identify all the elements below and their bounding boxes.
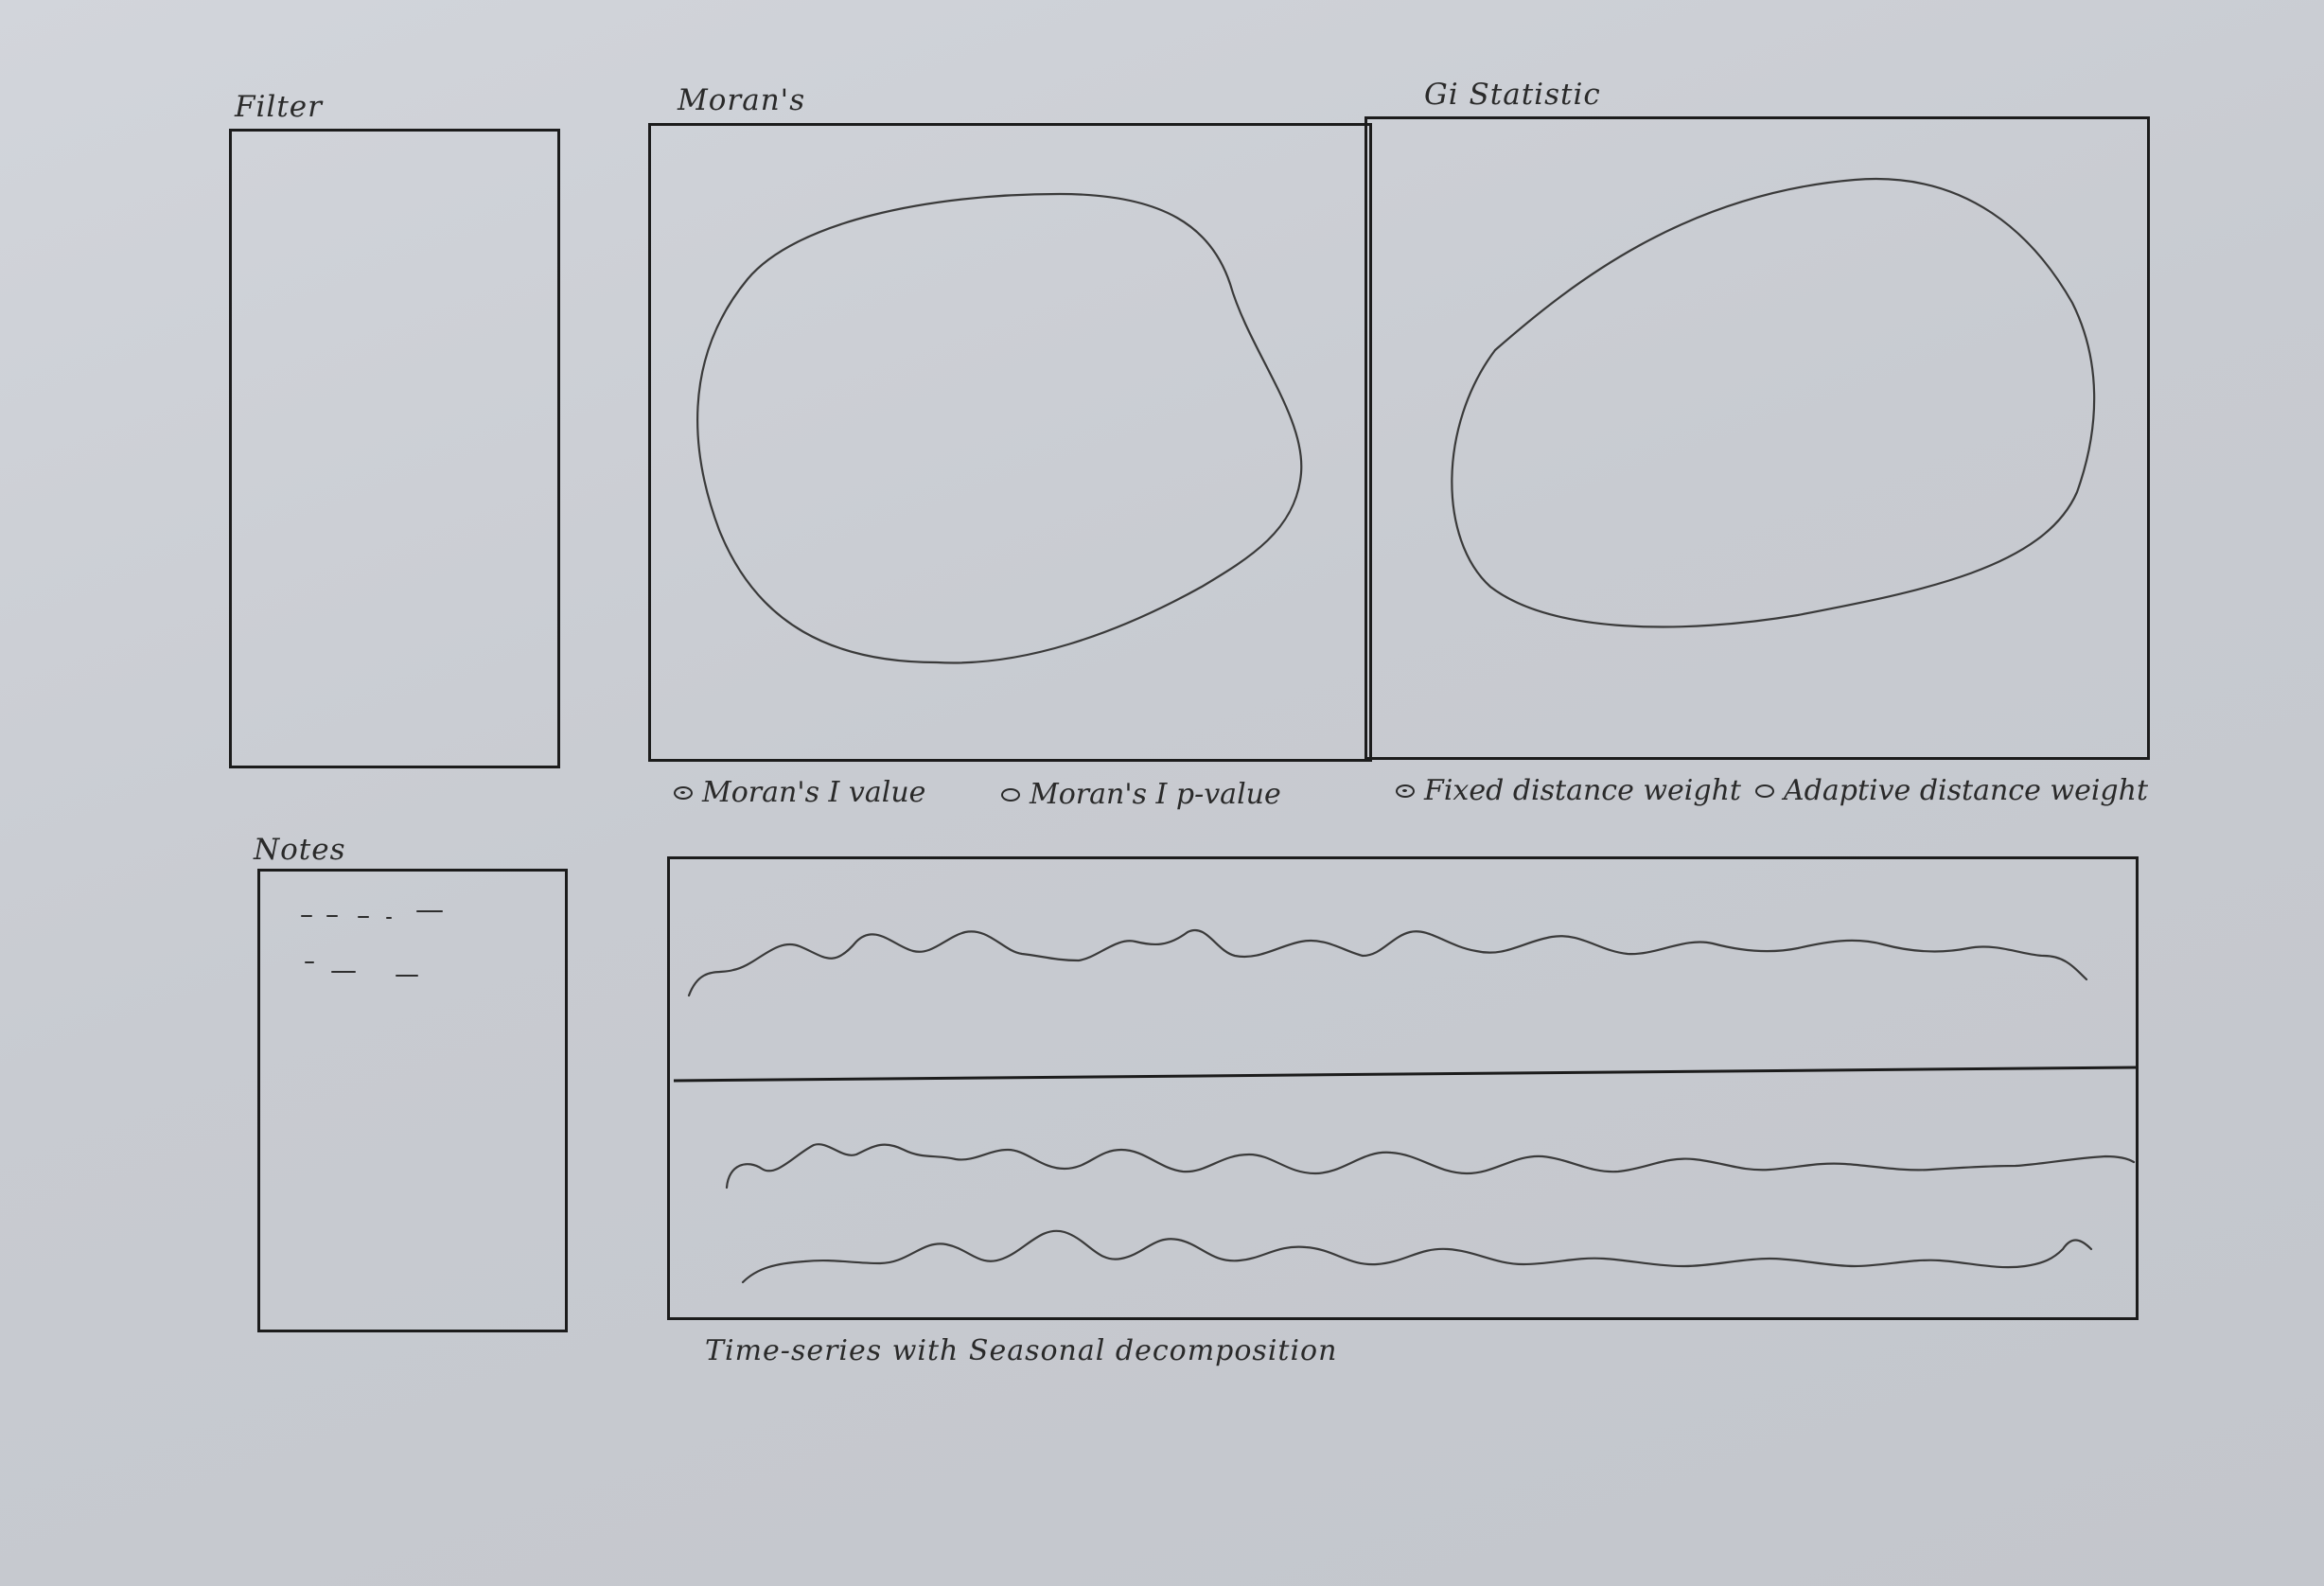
radio-icon[interactable] — [1396, 784, 1415, 798]
morans-option-pvalue-label: Moran's I p-value — [1030, 778, 1281, 811]
radio-icon[interactable] — [1001, 787, 1020, 802]
notes-scribble — [326, 915, 338, 917]
morans-map-panel[interactable] — [648, 123, 1372, 762]
radio-icon[interactable] — [1755, 784, 1774, 798]
notes-scribble — [358, 916, 369, 918]
morans-option-pvalue[interactable]: Moran's I p-value — [1001, 778, 1281, 811]
gi-title: Gi Statistic — [1424, 78, 1601, 112]
notes-scribble — [301, 915, 312, 917]
gi-option-fixed-label: Fixed distance weight — [1424, 774, 1741, 807]
timeseries-caption: Time-series with Seasonal decomposition — [705, 1334, 1338, 1367]
notes-scribble — [331, 971, 356, 973]
gi-map-panel[interactable] — [1364, 116, 2150, 760]
notes-scribble — [416, 910, 443, 912]
morans-option-value[interactable]: Moran's I value — [674, 776, 925, 809]
radio-icon[interactable] — [674, 785, 693, 800]
gi-option-adaptive-label: Adaptive distance weight — [1784, 774, 2149, 807]
filter-title: Filter — [235, 90, 323, 124]
notes-title: Notes — [254, 833, 346, 867]
gi-option-adaptive[interactable]: Adaptive distance weight — [1755, 774, 2148, 807]
timeseries-panel — [667, 856, 2139, 1320]
notes-scribble — [305, 961, 314, 963]
morans-title: Moran's — [678, 83, 806, 117]
notes-panel[interactable] — [257, 869, 568, 1332]
morans-option-value-label: Moran's I value — [702, 776, 926, 809]
filter-panel[interactable] — [229, 129, 560, 768]
gi-option-fixed[interactable]: Fixed distance weight — [1396, 774, 1741, 807]
notes-scribble — [396, 975, 418, 977]
notes-scribble — [386, 917, 392, 919]
